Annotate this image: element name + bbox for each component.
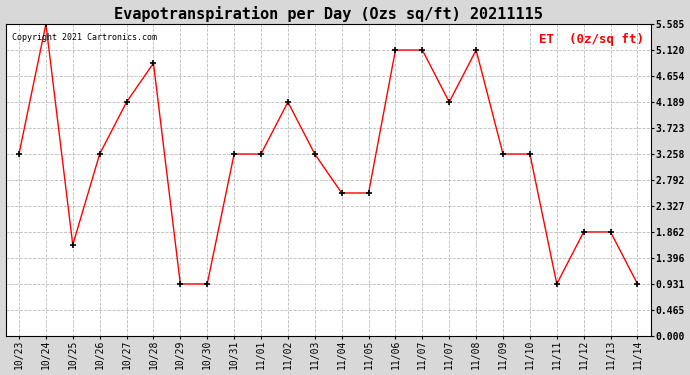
Text: Copyright 2021 Cartronics.com: Copyright 2021 Cartronics.com xyxy=(12,33,157,42)
Text: ET  (0z/sq ft): ET (0z/sq ft) xyxy=(540,33,644,46)
Title: Evapotranspiration per Day (Ozs sq/ft) 20211115: Evapotranspiration per Day (Ozs sq/ft) 2… xyxy=(114,6,542,21)
